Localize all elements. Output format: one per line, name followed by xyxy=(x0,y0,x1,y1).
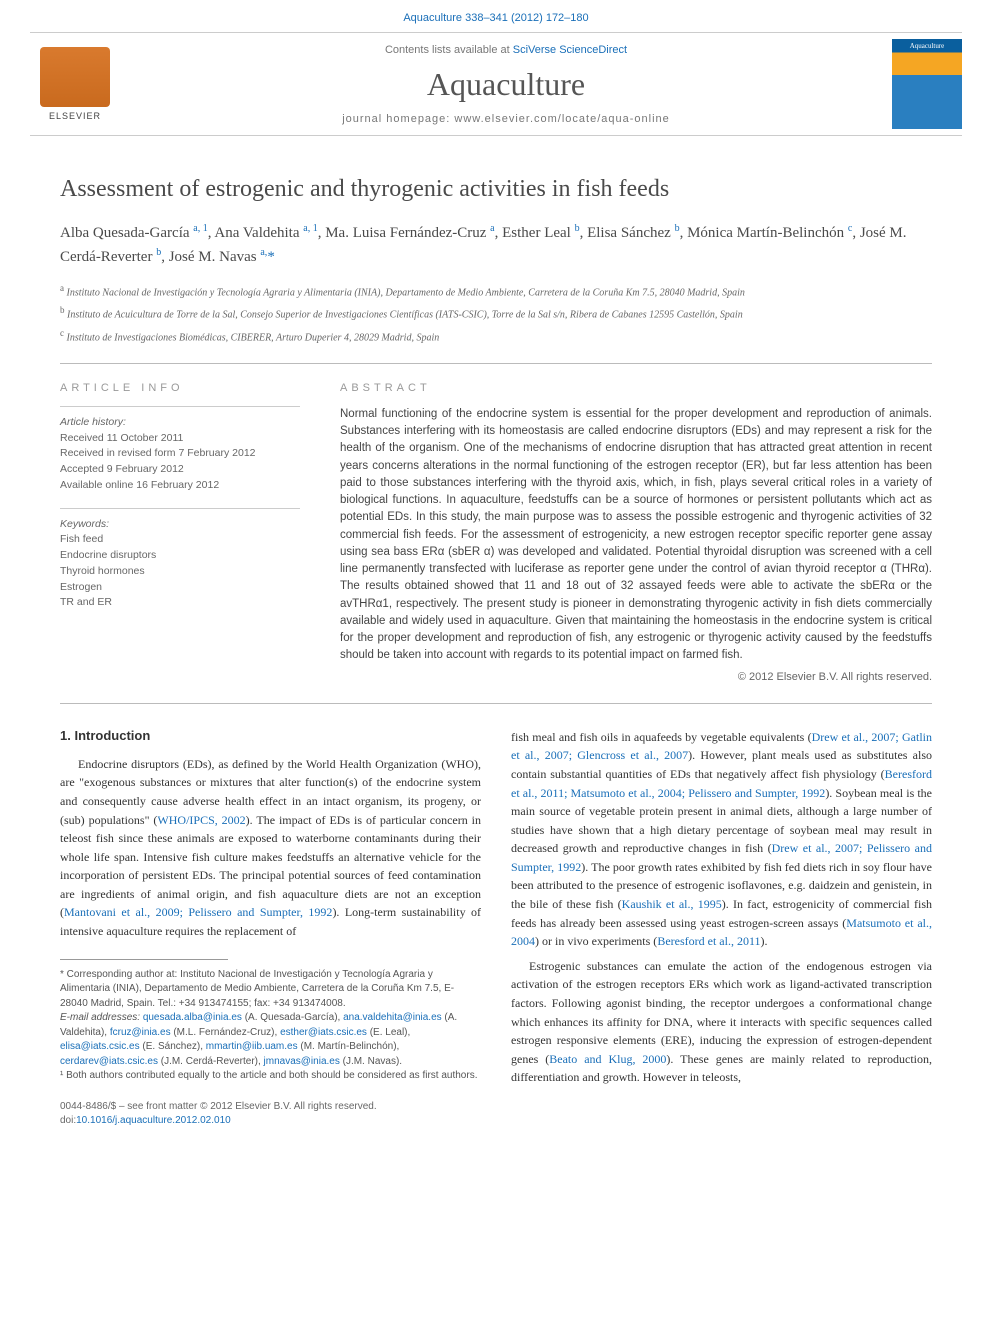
elsevier-logo: ELSEVIER xyxy=(30,39,120,129)
banner-center: Contents lists available at SciVerse Sci… xyxy=(140,44,872,125)
article-title: Assessment of estrogenic and thyrogenic … xyxy=(60,176,932,203)
keywords-label: Keywords: xyxy=(60,517,300,533)
history-line: Received 11 October 2011 xyxy=(60,431,300,447)
article-history: Article history: Received 11 October 201… xyxy=(60,406,300,494)
elsevier-tree-icon xyxy=(40,47,110,107)
keywords-block: Keywords: Fish feedEndocrine disruptorsT… xyxy=(60,508,300,612)
sciencedirect-link[interactable]: SciVerse ScienceDirect xyxy=(513,44,627,56)
keyword-line: TR and ER xyxy=(60,595,300,611)
right-column: fish meal and fish oils in aquafeeds by … xyxy=(511,728,932,1128)
journal-name: Aquaculture xyxy=(140,66,872,103)
emails-label: E-mail addresses: xyxy=(60,1012,140,1023)
keyword-line: Fish feed xyxy=(60,532,300,548)
affiliations: a Instituto Nacional de Investigación y … xyxy=(60,282,932,345)
intro-paragraph-right-1: fish meal and fish oils in aquafeeds by … xyxy=(511,728,932,951)
citation-link[interactable]: Aquaculture 338–341 (2012) 172–180 xyxy=(0,0,992,32)
emails-note: E-mail addresses: quesada.alba@inia.es (… xyxy=(60,1011,481,1069)
divider xyxy=(60,363,932,364)
journal-header: ELSEVIER Contents lists available at Sci… xyxy=(30,32,962,136)
doi-line: doi:10.1016/j.aquaculture.2012.02.010 xyxy=(60,1114,481,1128)
elsevier-label: ELSEVIER xyxy=(49,111,101,121)
footnotes: * Corresponding author at: Instituto Nac… xyxy=(60,968,481,1084)
abstract-heading: ABSTRACT xyxy=(340,382,932,394)
intro-paragraph-left: Endocrine disruptors (EDs), as defined b… xyxy=(60,755,481,941)
corresponding-author-note: * Corresponding author at: Instituto Nac… xyxy=(60,968,481,1012)
abstract-text: Normal functioning of the endocrine syst… xyxy=(340,406,932,665)
info-abstract-row: ARTICLE INFO Article history: Received 1… xyxy=(60,382,932,683)
keyword-line: Thyroid hormones xyxy=(60,564,300,580)
doi-label: doi: xyxy=(60,1115,76,1126)
affiliation-line: a Instituto Nacional de Investigación y … xyxy=(60,282,932,300)
footnote-rule xyxy=(60,959,228,960)
journal-cover-thumb: Aquaculture xyxy=(892,39,962,129)
article-info-heading: ARTICLE INFO xyxy=(60,382,300,394)
contents-prefix: Contents lists available at xyxy=(385,44,513,56)
history-line: Available online 16 February 2012 xyxy=(60,478,300,494)
keyword-line: Endocrine disruptors xyxy=(60,548,300,564)
equal-contrib-note: ¹ Both authors contributed equally to th… xyxy=(60,1069,481,1084)
abstract-copyright: © 2012 Elsevier B.V. All rights reserved… xyxy=(340,671,932,683)
affiliation-line: c Instituto de Investigaciones Biomédica… xyxy=(60,327,932,345)
journal-homepage: journal homepage: www.elsevier.com/locat… xyxy=(140,113,872,125)
cover-label: Aquaculture xyxy=(894,41,960,51)
intro-paragraph-right-2: Estrogenic substances can emulate the ac… xyxy=(511,957,932,1087)
keyword-line: Estrogen xyxy=(60,580,300,596)
section-heading-intro: 1. Introduction xyxy=(60,728,481,743)
left-column: 1. Introduction Endocrine disruptors (ED… xyxy=(60,728,481,1128)
doi-link[interactable]: 10.1016/j.aquaculture.2012.02.010 xyxy=(76,1115,231,1126)
history-label: Article history: xyxy=(60,415,300,431)
abstract-column: ABSTRACT Normal functioning of the endoc… xyxy=(340,382,932,683)
divider xyxy=(60,703,932,704)
history-line: Received in revised form 7 February 2012 xyxy=(60,446,300,462)
main-columns: 1. Introduction Endocrine disruptors (ED… xyxy=(60,728,932,1128)
contents-line: Contents lists available at SciVerse Sci… xyxy=(140,44,872,56)
history-line: Accepted 9 February 2012 xyxy=(60,462,300,478)
front-matter-line: 0044-8486/$ – see front matter © 2012 El… xyxy=(60,1100,481,1114)
authors-line: Alba Quesada-García a, 1, Ana Valdehita … xyxy=(60,221,932,268)
footer-meta: 0044-8486/$ – see front matter © 2012 El… xyxy=(60,1100,481,1128)
article-info: ARTICLE INFO Article history: Received 1… xyxy=(60,382,300,683)
affiliation-line: b Instituto de Acuicultura de Torre de l… xyxy=(60,304,932,322)
